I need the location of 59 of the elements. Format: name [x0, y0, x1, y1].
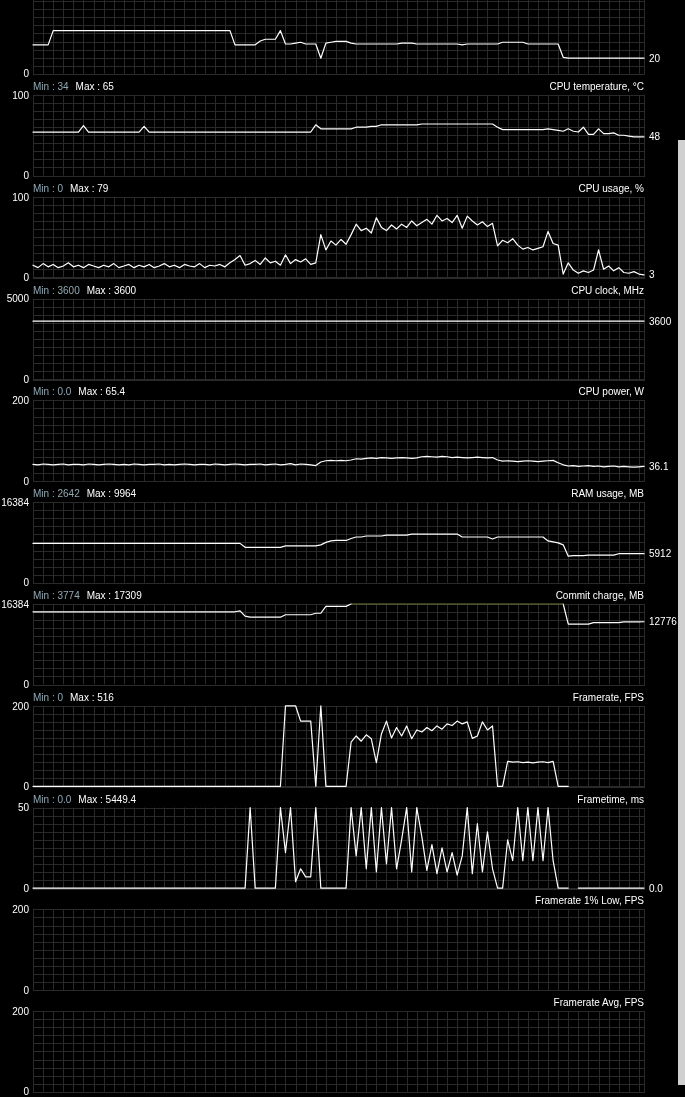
y-tick-label: 100 — [12, 89, 30, 101]
y-tick-label: 0 — [23, 984, 30, 996]
line-series — [32, 705, 569, 787]
text: Max : 5449.4 — [78, 793, 137, 805]
text: Min : 3774 — [33, 590, 81, 601]
chart-title: CPU power, W — [578, 386, 645, 398]
data-label: 12776 — [649, 616, 678, 628]
text: Max : 9964 — [86, 488, 137, 500]
y-tick-label: 200 — [12, 700, 30, 712]
chart-title: Framerate, FPS — [572, 691, 645, 703]
data-label: 5912 — [649, 548, 672, 560]
chart-title: CPU temperature, °C — [549, 81, 644, 92]
y-tick-label: 200 — [12, 1005, 30, 1017]
y-tick-label: 0 — [23, 577, 30, 589]
text: Min : 0 — [33, 182, 64, 194]
data-label: 0.0 — [649, 882, 664, 894]
y-tick-label: 0 — [23, 475, 30, 487]
chart-title: Frametime, ms — [577, 793, 644, 805]
data-label: 3600 — [649, 315, 672, 327]
y-tick-label: 0 — [23, 373, 30, 385]
y-tick-label: 100 — [12, 191, 30, 203]
chart-title: Commit charge, MB — [555, 590, 645, 601]
y-tick-label: 16384 — [1, 598, 30, 610]
text: Max : 17309 — [86, 590, 143, 601]
y-tick-label: 200 — [12, 395, 30, 407]
text: Max : 65 — [75, 81, 115, 92]
text: Min : 0 — [33, 691, 64, 703]
line-series — [32, 214, 645, 276]
text: Min : 2642 — [33, 488, 81, 500]
chart-title: RAM usage, MB — [571, 488, 645, 500]
y-tick-label: 0 — [23, 882, 30, 894]
y-tick-label: 0 — [23, 272, 30, 283]
data-label: 48 — [649, 131, 661, 143]
line-series — [32, 533, 645, 557]
line-series — [32, 123, 645, 138]
text: Min : 3600 — [33, 284, 81, 296]
text: Max : 79 — [70, 182, 109, 194]
y-tick-label: 0 — [23, 781, 30, 792]
y-tick-label: 0 — [23, 679, 30, 691]
chart-title: CPU usage, % — [578, 182, 645, 194]
text: Max : 3600 — [86, 284, 137, 296]
text: Max : 516 — [70, 691, 115, 703]
y-tick-label: 200 — [12, 904, 30, 916]
line-series — [32, 455, 645, 468]
data-label: 3 — [649, 269, 655, 281]
y-tick-label: 0 — [23, 1086, 30, 1097]
text: Min : 0.0 — [33, 386, 72, 398]
y-tick-label: 16384 — [1, 496, 30, 508]
text: 20 — [649, 52, 661, 64]
y-tick-label: 50 — [17, 802, 30, 814]
text: Max : 65.4 — [78, 386, 126, 398]
chart-title: CPU clock, MHz — [571, 284, 644, 296]
chart-title: Framerate 1% Low, FPS — [535, 895, 645, 907]
y-tick-label: 5000 — [6, 293, 30, 305]
y-tick-label: 0 — [23, 170, 30, 182]
text: Min : 34 — [33, 81, 70, 92]
text: Min : 0.0 — [33, 793, 72, 805]
chart-title: Framerate Avg, FPS — [553, 997, 645, 1009]
data-label: 36.1 — [649, 460, 669, 472]
